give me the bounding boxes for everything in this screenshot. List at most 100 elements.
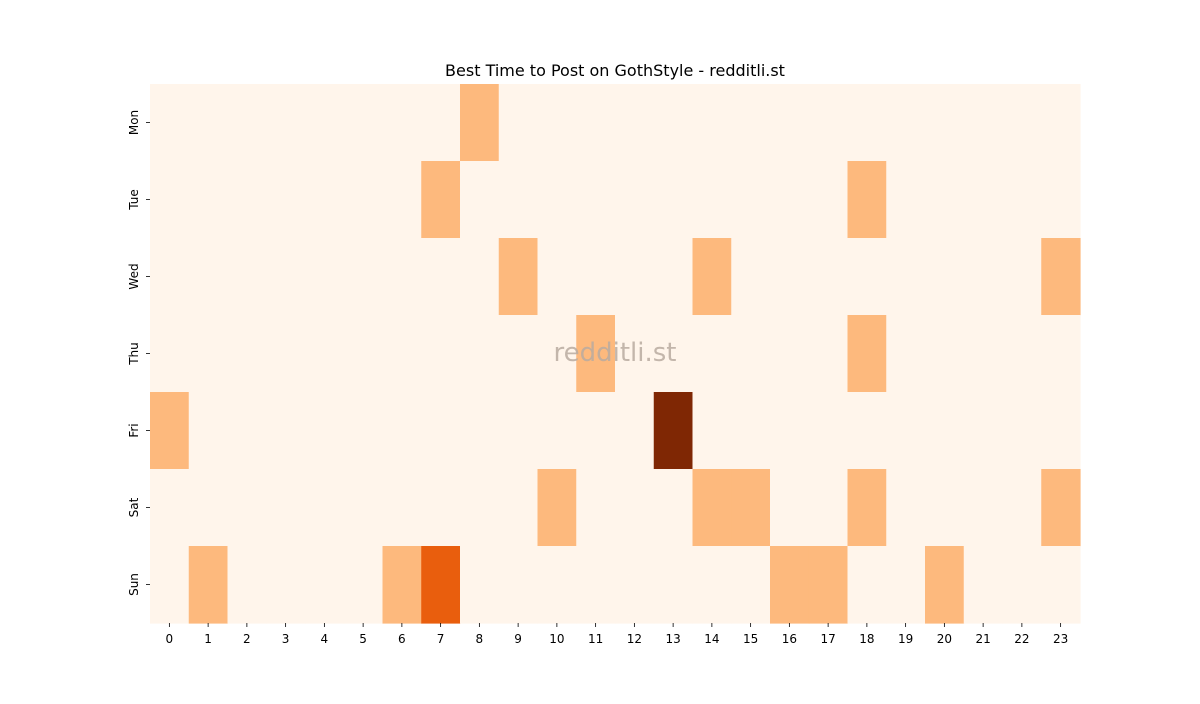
heatmap-cell-sat-8	[460, 469, 500, 547]
heatmap-cell-fri-22	[1002, 392, 1042, 470]
heatmap-cell-wed-22	[1002, 238, 1042, 316]
heatmap-cell-sat-11	[576, 469, 616, 547]
x-tick-label: 18	[859, 632, 874, 646]
heatmap-cell-fri-12	[615, 392, 655, 470]
y-tick-label: Thu	[127, 342, 141, 366]
x-tick-label: 15	[743, 632, 758, 646]
x-axis-ticks: 0 1 2 3 4 5 6 7 8 9 10 11 12 13 14 15 16 17 18 19 20 21 22 23	[166, 623, 1068, 646]
heatmap-cell-wed-7	[421, 238, 461, 316]
heatmap-cell-wed-9	[498, 238, 539, 316]
heatmap-cell-tue-20	[925, 161, 965, 239]
x-tick-label: 22	[1014, 632, 1029, 646]
heatmap-cell-thu-13	[653, 315, 694, 393]
heatmap-cell-fri-19	[886, 392, 926, 470]
heatmap-cell-wed-19	[886, 238, 926, 316]
heatmap-cell-tue-10	[537, 161, 577, 239]
heatmap-cell-mon-16	[770, 84, 810, 162]
heatmap-cell-mon-5	[343, 84, 384, 162]
heatmap-cell-fri-23	[1041, 392, 1081, 470]
heatmap-cell-tue-2	[227, 161, 267, 239]
heatmap-cell-fri-14	[692, 392, 732, 470]
heatmap-cell-wed-13	[653, 238, 694, 316]
heatmap-cell-wed-4	[305, 238, 345, 316]
heatmap-cell-sat-0	[150, 469, 190, 547]
heatmap-cell-wed-0	[150, 238, 190, 316]
heatmap-cell-thu-8	[460, 315, 500, 393]
heatmap-cell-wed-6	[382, 238, 422, 316]
heatmap-cell-thu-18	[847, 315, 887, 393]
heatmap-cell-thu-6	[382, 315, 422, 393]
heatmap-cell-tue-21	[963, 161, 1004, 239]
x-tick-label: 5	[359, 632, 367, 646]
heatmap-cell-mon-8	[460, 84, 500, 162]
heatmap-cell-thu-11	[576, 315, 616, 393]
heatmap-cell-mon-11	[576, 84, 616, 162]
heatmap-cell-tue-15	[731, 161, 771, 239]
heatmap-cell-fri-17	[808, 392, 849, 470]
x-tick-label: 4	[321, 632, 329, 646]
x-tick-label: 19	[898, 632, 913, 646]
y-tick-label: Sat	[127, 497, 141, 517]
heatmap-cell-fri-9	[498, 392, 539, 470]
heatmap-cell-wed-20	[925, 238, 965, 316]
heatmap-cell-sun-13	[653, 546, 694, 624]
heatmap-cell-fri-8	[460, 392, 500, 470]
heatmap-cell-sun-3	[266, 546, 306, 624]
x-tick-label: 13	[665, 632, 680, 646]
heatmap-cell-fri-5	[343, 392, 384, 470]
watermark: redditli.st	[554, 338, 677, 368]
heatmap-cell-mon-13	[653, 84, 694, 162]
heatmap-cell-mon-10	[537, 84, 577, 162]
heatmap-cell-sat-13	[653, 469, 694, 547]
heatmap-cell-tue-7	[421, 161, 461, 239]
x-tick-label: 11	[588, 632, 603, 646]
heatmap-cell-thu-1	[188, 315, 229, 393]
heatmap-cell-wed-8	[460, 238, 500, 316]
y-tick-label: Fri	[127, 423, 141, 437]
heatmap-cell-sun-8	[460, 546, 500, 624]
heatmap-cell-mon-3	[266, 84, 306, 162]
x-tick-label: 20	[937, 632, 952, 646]
heatmap-cell-wed-1	[188, 238, 229, 316]
heatmap-cell-tue-19	[886, 161, 926, 239]
heatmap-cell-sun-5	[343, 546, 384, 624]
x-tick-label: 17	[820, 632, 835, 646]
heatmap-cell-tue-18	[847, 161, 887, 239]
heatmap-cell-thu-15	[731, 315, 771, 393]
heatmap-cell-wed-11	[576, 238, 616, 316]
heatmap-cell-thu-21	[963, 315, 1004, 393]
heatmap-cell-mon-14	[692, 84, 732, 162]
heatmap-cell-mon-18	[847, 84, 887, 162]
heatmap-cell-tue-14	[692, 161, 732, 239]
heatmap-cell-fri-0	[150, 392, 190, 470]
heatmap-cell-mon-4	[305, 84, 345, 162]
y-tick-label: Mon	[127, 110, 141, 135]
heatmap-cell-wed-5	[343, 238, 384, 316]
heatmap-cell-thu-2	[227, 315, 267, 393]
heatmap-cell-sat-15	[731, 469, 771, 547]
heatmap-cell-sat-2	[227, 469, 267, 547]
heatmap-cell-sat-5	[343, 469, 384, 547]
heatmap-cell-fri-4	[305, 392, 345, 470]
heatmap-cell-wed-18	[847, 238, 887, 316]
heatmap-cell-sat-17	[808, 469, 849, 547]
heatmap-cell-sat-21	[963, 469, 1004, 547]
heatmap-cell-thu-17	[808, 315, 849, 393]
heatmap-cell-sat-20	[925, 469, 965, 547]
chart-title: Best Time to Post on GothStyle - redditl…	[445, 61, 785, 80]
x-tick-label: 8	[476, 632, 484, 646]
heatmap-cell-sat-9	[498, 469, 539, 547]
heatmap-cell-wed-2	[227, 238, 267, 316]
heatmap-cell-fri-11	[576, 392, 616, 470]
heatmap-cell-sat-16	[770, 469, 810, 547]
heatmap-cell-fri-10	[537, 392, 577, 470]
heatmap-cell-thu-19	[886, 315, 926, 393]
heatmap-cell-mon-21	[963, 84, 1004, 162]
heatmap-cell-sun-18	[847, 546, 887, 624]
heatmap-cell-sun-19	[886, 546, 926, 624]
heatmap-cell-sat-18	[847, 469, 887, 547]
heatmap-cell-sun-0	[150, 546, 190, 624]
heatmap-cell-thu-10	[537, 315, 577, 393]
